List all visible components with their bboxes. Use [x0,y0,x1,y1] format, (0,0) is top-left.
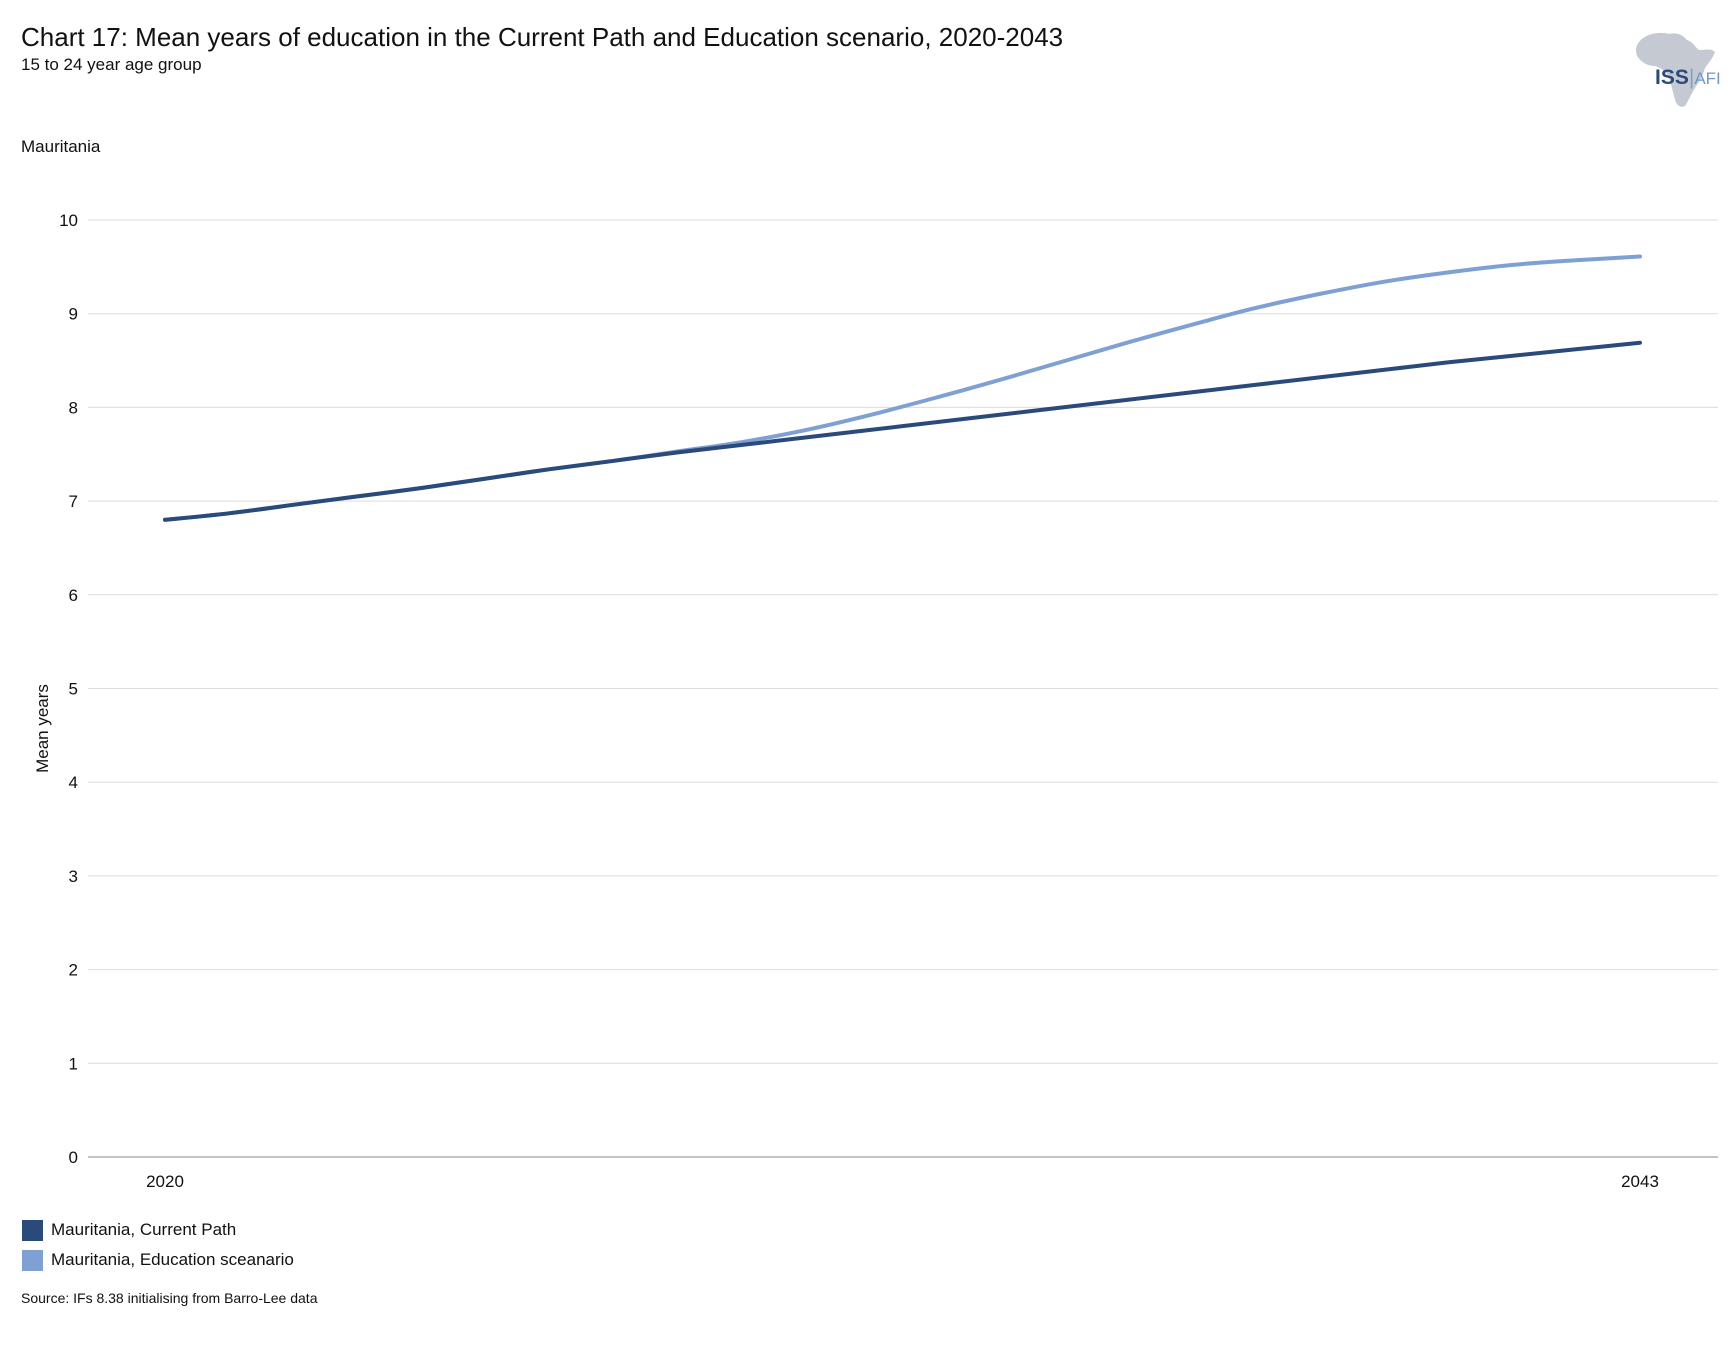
series-line-education-scenario [163,254,1642,522]
africa-map-shape [1635,32,1715,107]
y-axis-ticks: 0 1 2 3 4 5 6 7 8 9 10 [59,211,78,1167]
legend-swatch-education-scenario [22,1249,43,1271]
legend-item-current-path: Mauritania, Current Path [22,1219,294,1241]
y-axis-title: Mean years [33,684,52,773]
y-tick-label-10: 10 [59,211,78,230]
logo-separator: | [1688,66,1695,89]
gridlines [88,219,1718,1064]
y-tick-label-3: 3 [69,867,78,886]
y-tick-label-7: 7 [69,492,78,511]
y-tick-label-4: 4 [69,773,78,792]
legend: Mauritania, Current Path Mauritania, Edu… [22,1219,294,1279]
iss-afi-logo: ISS|AFI [1655,66,1721,91]
y-tick-label-0: 0 [69,1148,78,1167]
legend-label-education-scenario: Mauritania, Education sceanario [51,1250,294,1269]
legend-label-current-path: Mauritania, Current Path [51,1220,237,1239]
y-tick-label-6: 6 [69,586,78,605]
logo-afi-text: AFI [1694,69,1721,88]
chart-subtitle: 15 to 24 year age group [21,55,202,74]
y-tick-label-1: 1 [69,1054,78,1073]
region-label: Mauritania [21,137,101,156]
logo-iss-text: ISS [1655,66,1689,89]
source-note: Source: IFs 8.38 initialising from Barro… [21,1290,318,1306]
y-tick-label-9: 9 [69,305,78,324]
y-tick-label-2: 2 [69,961,78,980]
legend-swatch-current-path [22,1219,43,1241]
x-tick-label-2020: 2020 [146,1172,184,1191]
africa-map-icon [1635,32,1715,107]
y-tick-label-5: 5 [69,680,78,699]
x-tick-label-2043: 2043 [1621,1172,1659,1191]
series-line-current-path [163,340,1642,522]
y-tick-label-8: 8 [69,398,78,417]
series-lines [163,254,1642,522]
line-chart: 0 1 2 3 4 5 6 7 8 9 10 2020 2043 Mean years [33,211,1718,1191]
x-axis-ticks: 2020 2043 [146,1172,1659,1191]
chart-title: Chart 17: Mean years of education in the… [21,22,1064,52]
legend-item-education-scenario: Mauritania, Education sceanario [22,1249,294,1271]
